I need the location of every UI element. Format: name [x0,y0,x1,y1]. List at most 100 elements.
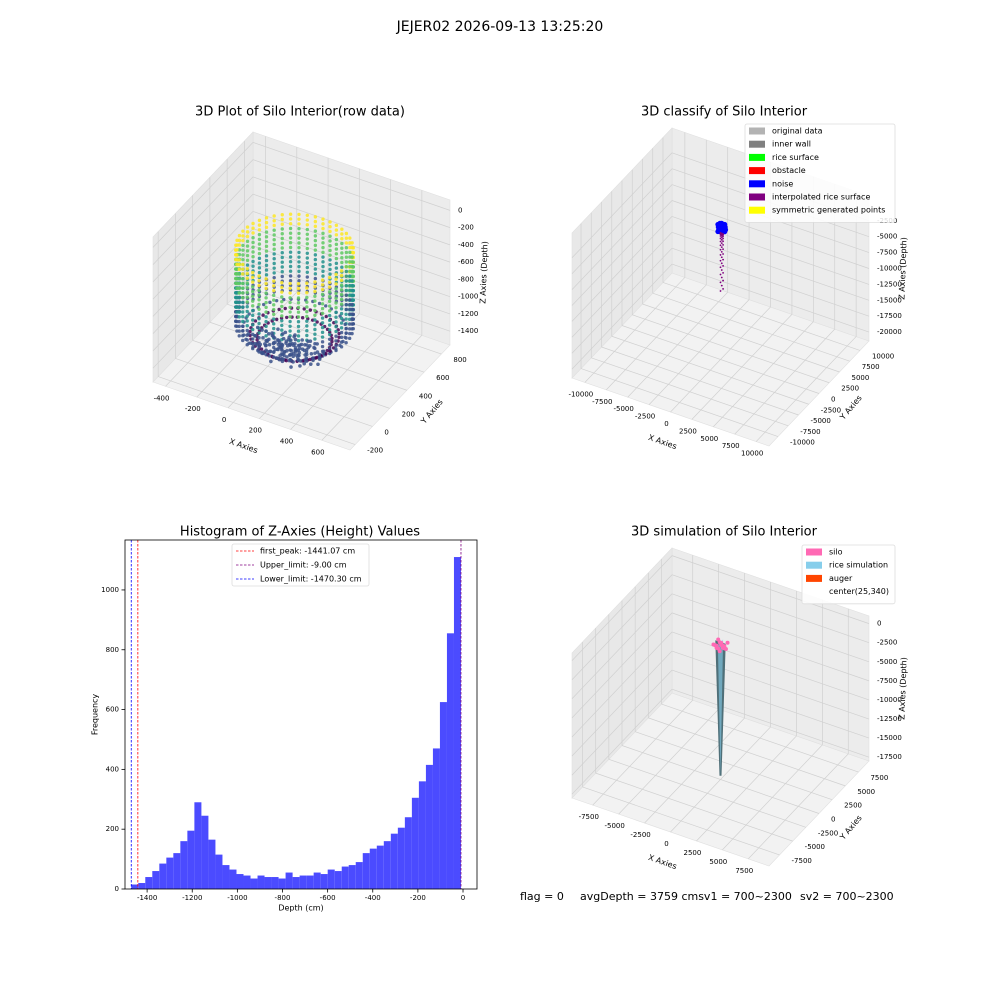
cloud-dot [264,281,268,286]
cloud-dot [297,264,301,269]
cloud-dot [245,290,249,295]
cloud-dot [313,219,318,224]
cloud-dot [722,644,727,649]
y-grid-line [601,346,799,416]
cloud-dot [297,245,301,250]
z-grid-line [571,184,673,290]
cloud-dot [259,347,264,351]
cloud-dot [264,300,268,305]
cloud-dot [272,293,276,298]
cloud-dot [264,258,269,263]
cloud-dot [313,262,318,267]
cloud-dot [251,280,255,284]
cloud-dot [344,312,348,316]
cloud-dot [308,362,313,366]
y-grid-line [642,303,840,373]
cloud-dot [334,343,338,348]
bar [166,857,174,889]
cloud-dot [251,323,255,327]
cloud-dot [305,265,310,270]
cloud-dot [719,248,722,251]
cloud-dot [288,319,292,324]
cloud-dot [264,273,269,277]
cloud-dot [264,249,269,253]
bar [145,877,153,889]
cloud-dot [719,233,722,236]
cloud-dot [334,315,338,319]
z-grid-line [671,263,870,333]
cloud-dot [334,329,338,334]
cloud-dot [289,348,294,353]
cloud-dot [347,327,352,331]
z-tick-label: -7500 [877,249,897,257]
cloud-dot [348,312,352,316]
cloud-dot [280,274,284,279]
cloud-dot [271,341,276,346]
z-grid-line [571,612,673,719]
cloud-dot [305,218,310,222]
cloud-dot [264,334,268,338]
cloud-dot [719,235,722,237]
cloud-dot [264,244,269,249]
cloud-dot [257,270,262,275]
cloud-dot [251,299,255,303]
cloud-dot [339,302,344,306]
y-grid-line [621,325,820,394]
z-grid-line [252,142,451,211]
cloud-dot [339,311,344,316]
cloud-dot [237,305,241,310]
cloud-dot [296,291,301,295]
y-grid-line [648,717,846,787]
cloud-dot [280,236,284,241]
cloud-dot [304,350,309,354]
cloud-dot [305,237,310,241]
bar [313,872,321,889]
cloud-dot [241,257,245,262]
cloud-dot [264,268,269,272]
y-tick-label: 7500 [862,363,880,371]
cloud-dot [237,258,241,262]
cloud-dot [313,243,318,248]
cloud-dot [313,327,317,332]
cloud-dot [280,232,284,236]
cloud-dot [288,310,292,314]
x-tick-label: -7500 [579,813,599,821]
cloud-dot [303,343,307,347]
cloud-dot [272,242,276,247]
cloud-dot [305,275,310,279]
cloud-dot [264,291,268,295]
bar [376,845,384,889]
cloud-dot [722,253,724,255]
cloud-dot [241,248,245,252]
point-cloud-illustration [715,220,729,292]
cloud-dot [720,250,723,253]
cloud-dot [251,236,255,240]
x-tick-label: 2500 [684,849,702,857]
cloud-dot [293,337,298,342]
cloud-dot [264,324,268,329]
cloud-dot [317,352,322,357]
cloud-dot [305,333,309,338]
cloud-dot [340,255,344,260]
cloud-dot [257,293,261,297]
y-tick-label: 0 [384,428,388,436]
cloud-dot [321,226,325,231]
cloud-dot [257,228,262,232]
cloud-dot [321,236,325,240]
x-tick-label: 400 [280,437,293,445]
legend-label: symmetric generated points [772,206,885,215]
cloud-dot [257,279,261,283]
cloud-dot [297,236,301,240]
cloud-dot [245,239,250,244]
cloud-dot [327,332,332,337]
cloud-dot [272,307,276,312]
cloud-dot [313,272,318,276]
cloud-dot [257,242,262,246]
z-tick-label: -1000 [458,293,478,301]
legend-label: inner wall [772,140,811,149]
cloud-dot [305,281,309,285]
y-tick-label: 5000 [857,788,875,796]
legend-swatch [806,548,822,556]
z-grid-line [252,159,451,228]
cloud-dot [300,347,305,351]
